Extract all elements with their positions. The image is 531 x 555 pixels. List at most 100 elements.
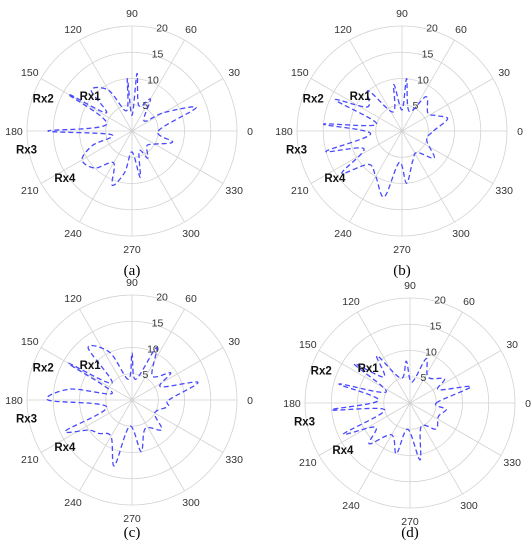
radial-tick-label: 20	[434, 295, 446, 307]
angle-tick-label: 210	[21, 185, 39, 197]
angular-grid-line	[40, 347, 133, 401]
rx-annotation: Rx1	[358, 363, 380, 375]
angular-grid-line	[318, 350, 411, 404]
angular-grid-line	[349, 39, 403, 132]
angle-tick-label: 0	[247, 126, 253, 138]
radial-tick-label: 10	[417, 74, 429, 86]
angle-tick-label: 210	[291, 185, 309, 197]
rx-annotation: Rx4	[324, 173, 346, 185]
radial-tick-label: 10	[425, 346, 437, 358]
angle-tick-label: 90	[126, 8, 138, 20]
radial-tick-label: 5	[413, 100, 419, 112]
angular-grid-line	[409, 402, 463, 495]
angular-grid-line	[131, 130, 185, 223]
angular-grid-line	[79, 39, 133, 132]
series-line	[322, 78, 449, 198]
radial-tick-label: 5	[143, 369, 149, 381]
angular-grid-line	[357, 311, 411, 404]
radial-tick-label: 15	[422, 48, 434, 60]
angular-grid-line	[310, 78, 403, 132]
angular-grid-line	[40, 78, 133, 132]
angular-grid-line	[401, 130, 494, 184]
angle-tick-label: 330	[225, 454, 243, 466]
angle-tick-label: 0	[517, 126, 523, 138]
angle-tick-label: 270	[123, 513, 141, 525]
angle-tick-label: 90	[126, 277, 138, 289]
angle-tick-label: 30	[228, 336, 240, 348]
rx-annotation: Rx3	[16, 145, 37, 157]
angular-grid-line	[401, 78, 494, 132]
angular-grid-line	[79, 308, 133, 401]
angle-tick-label: 180	[275, 126, 293, 138]
angle-tick-label: 180	[5, 395, 23, 407]
angular-grid-line	[310, 130, 403, 184]
rx-annotation: Rx3	[16, 414, 37, 426]
angle-tick-label: 180	[283, 398, 301, 410]
angle-tick-label: 30	[228, 67, 240, 79]
angle-tick-label: 270	[401, 516, 419, 528]
angular-grid-line	[131, 347, 224, 401]
rx-annotation: Rx3	[294, 417, 315, 429]
rx-annotation: Rx1	[350, 91, 372, 103]
angular-grid-line	[131, 78, 224, 132]
rx-annotation: Rx4	[54, 442, 76, 454]
radial-tick-label: 20	[156, 292, 168, 304]
rx-annotation: Rx2	[33, 94, 54, 106]
angle-tick-label: 300	[182, 228, 200, 240]
angular-grid-line	[401, 130, 455, 223]
series-line	[330, 355, 472, 461]
panel-caption: (c)	[124, 525, 141, 541]
angle-tick-label: 240	[334, 228, 352, 240]
angle-tick-label: 90	[396, 8, 408, 20]
angular-grid-line	[131, 399, 224, 453]
polar-panel: 0 30 60 90 120 150 180 210 240 270 300 330 5 10 15 20 Rx…	[283, 280, 531, 541]
angle-tick-label: 30	[506, 339, 518, 351]
panel-caption: (b)	[393, 263, 411, 279]
angle-tick-label: 90	[404, 280, 416, 292]
radial-tick-label: 15	[152, 317, 164, 329]
polar-panel: 0 30 60 90 120 150 180 210 240 270 300 330 5 10 15 20 Rx…	[5, 277, 253, 541]
angle-tick-label: 0	[247, 395, 253, 407]
angular-grid-line	[40, 399, 133, 453]
angle-tick-label: 120	[64, 24, 82, 36]
angular-grid-line	[131, 39, 185, 132]
angular-grid-line	[409, 311, 463, 404]
panel-caption: (a)	[124, 263, 141, 279]
radial-tick-label: 20	[156, 23, 168, 35]
radial-tick-label: 15	[430, 320, 442, 332]
angular-grid-line	[409, 402, 502, 456]
rx-annotation: Rx4	[332, 445, 354, 457]
angle-tick-label: 150	[291, 67, 309, 79]
polar-panel: 0 30 60 90 120 150 180 210 240 270 300 330 5 10 15 20 Rx…	[5, 8, 253, 279]
angle-tick-label: 60	[185, 24, 197, 36]
series-line	[47, 72, 197, 187]
series-line	[46, 344, 199, 467]
angular-grid-line	[79, 399, 133, 492]
angular-grid-line	[79, 130, 133, 223]
angle-tick-label: 60	[185, 293, 197, 305]
rx-annotation: Rx2	[33, 363, 54, 375]
rx-annotation: Rx1	[80, 91, 102, 103]
radial-tick-label: 5	[143, 100, 149, 112]
angle-tick-label: 120	[334, 24, 352, 36]
polar-panel: 0 30 60 90 120 150 180 210 240 270 300 330 5 10 15 20 Rx…	[275, 8, 523, 279]
angle-tick-label: 180	[5, 126, 23, 138]
rx-annotation: Rx2	[311, 366, 332, 378]
angle-tick-label: 60	[463, 296, 475, 308]
angle-tick-label: 270	[393, 244, 411, 256]
angle-tick-label: 210	[299, 457, 317, 469]
radial-tick-label: 15	[152, 48, 164, 60]
angular-grid-line	[40, 130, 133, 184]
rx-annotation: Rx4	[54, 173, 76, 185]
angle-tick-label: 60	[455, 24, 467, 36]
rx-annotation: Rx3	[286, 145, 307, 157]
angle-tick-label: 150	[21, 67, 39, 79]
angle-tick-label: 300	[182, 497, 200, 509]
angle-tick-label: 150	[21, 336, 39, 348]
angle-tick-label: 0	[525, 398, 531, 410]
angular-grid-line	[409, 350, 502, 404]
angle-tick-label: 30	[498, 67, 510, 79]
angle-tick-label: 240	[64, 497, 82, 509]
angle-tick-label: 150	[299, 339, 317, 351]
